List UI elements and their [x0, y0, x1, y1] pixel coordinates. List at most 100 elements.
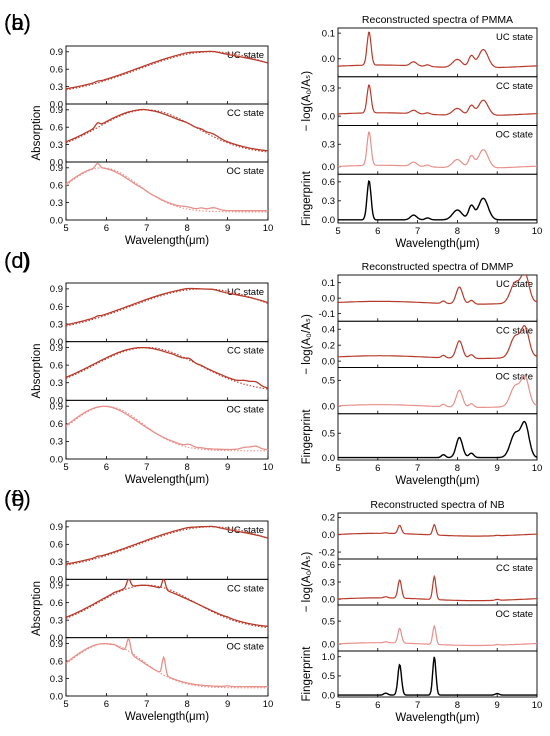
subplot-f-2: 0.0 0.5 OC state [322, 604, 538, 652]
state-label: OC state [496, 130, 534, 141]
y-tick-label: 0.9 [50, 580, 63, 591]
x-tick-label: 10 [263, 699, 274, 710]
subplot-f-1: 0.0 0.3 0.6 CC state [322, 558, 538, 606]
y-tick-label: 1.0 [322, 652, 335, 663]
panel-e: (e) 0.0 0.3 0.6 0.9 UC state 0.0 0.3 0.6 0.9 CC st… [4, 486, 273, 723]
reference-curve [66, 109, 268, 153]
x-tick-label: 6 [375, 700, 380, 711]
y-axis-label: − log(A₀/Aₛ) [301, 314, 313, 375]
x-tick-label: 7 [144, 699, 149, 710]
state-label: CC state [496, 325, 533, 336]
measured-curve [66, 108, 268, 152]
x-tick-label: 5 [335, 226, 340, 237]
y-tick-label: 0.0 [322, 690, 335, 701]
subplot-c-1: 0.0 0.3 0.6 0.9 CC state [50, 341, 269, 407]
subplot-f-0: -0.2 0.0 0.2 [319, 512, 538, 560]
panel-title: Reconstructed spectra of NB [370, 499, 504, 511]
fingerprint-curve [338, 180, 537, 221]
y-tick-label: 0.3 [50, 319, 63, 330]
y-tick-label: 0.1 [322, 278, 335, 289]
fingerprint-axis-label: Fingerprint [301, 646, 313, 702]
y-tick-label: 0.9 [50, 163, 63, 174]
panel-f: (f) Reconstructed spectra of NB -0.2 0.0 0.2… [4, 486, 542, 724]
y-tick-label: 0.6 [50, 360, 63, 371]
y-tick-label: 0.0 [50, 633, 63, 644]
x-tick-label: 5 [63, 699, 68, 710]
subplot-frame [65, 161, 269, 221]
reconstructed-curve [338, 325, 537, 360]
subplot-frame [337, 173, 538, 224]
y-tick-label: -0.1 [319, 309, 335, 320]
y-tick-label: 0.3 [50, 140, 63, 151]
x-tick-label: 9 [495, 226, 500, 237]
subplot-frame [337, 650, 538, 698]
y-axis-label: Absorption [31, 106, 43, 161]
y-tick-label: 0.5 [322, 429, 335, 440]
y-tick-label: 0.6 [50, 123, 63, 134]
state-label: OC state [227, 642, 265, 653]
fingerprint-axis-label: Fingerprint [301, 409, 313, 465]
y-tick-label: 0.0 [322, 401, 335, 412]
y-tick-label: 0.0 [50, 337, 63, 348]
y-tick-label: 0.6 [50, 65, 63, 76]
panel-title: Reconstructed spectra of PMMA [362, 14, 513, 26]
subplot-f-3: 0.0 0.5 1.0 [322, 650, 538, 701]
x-tick-label: 7 [144, 223, 149, 234]
y-tick-label: 0.3 [322, 83, 335, 94]
y-tick-label: 0.3 [50, 557, 63, 568]
subplot-frame [65, 637, 269, 697]
subplot-a-1: 0.0 0.3 0.6 0.9 CC state [50, 103, 269, 168]
y-tick-label: 0.0 [50, 157, 63, 168]
y-axis-label: − log(A₀/Aₛ) [301, 552, 313, 613]
x-axis-label: Wavelength(μm) [125, 711, 209, 723]
x-tick-label: 10 [263, 462, 274, 473]
y-tick-label: 0.0 [322, 595, 335, 606]
y-tick-label: 0.5 [322, 671, 335, 682]
y-tick-label: 0.0 [322, 54, 335, 65]
x-tick-label: 8 [455, 463, 460, 474]
panel-label: (a) [4, 10, 31, 35]
x-tick-label: 10 [532, 226, 543, 237]
y-tick-label: 0.3 [50, 82, 63, 93]
panel-label: (b) [4, 10, 31, 35]
state-label: UC state [227, 287, 264, 298]
y-tick-label: 0.6 [50, 598, 63, 609]
y-tick-label: 0.3 [50, 198, 63, 209]
panel-c: (c) 0.0 0.3 0.6 0.9 UC state 0.0 0.3 0.6 0.9 CC st… [4, 248, 273, 486]
panel-label: (f) [4, 486, 25, 511]
state-label: CC state [227, 583, 264, 594]
y-tick-label: 0.5 [322, 616, 335, 627]
y-tick-label: 0.0 [322, 639, 335, 650]
reference-curve [66, 642, 268, 689]
reference-curve [66, 346, 268, 390]
subplot-d-2: 0.0 0.5 OC state [322, 367, 538, 415]
y-tick-label: 0.9 [50, 105, 63, 116]
y-tick-label: 0.5 [322, 376, 335, 387]
y-tick-label: 0.6 [50, 302, 63, 313]
x-tick-label: 9 [225, 699, 230, 710]
panel-label: (d) [4, 248, 31, 273]
y-tick-label: 0.9 [50, 402, 63, 413]
y-tick-label: 0.0 [50, 575, 63, 586]
measured-curve [66, 579, 268, 628]
reconstructed-curve [338, 275, 537, 305]
y-tick-label: 0.3 [322, 577, 335, 588]
y-tick-label: 0.0 [322, 111, 335, 122]
x-tick-label: 10 [263, 223, 274, 234]
subplot-e-1: 0.0 0.3 0.6 0.9 CC state [50, 578, 269, 644]
x-axis-label: Wavelength(μm) [125, 235, 209, 247]
y-tick-label: 0.6 [322, 177, 335, 188]
subplot-c-2: 0.0 0.3 0.6 0.9 OC state [50, 399, 269, 465]
x-tick-label: 10 [532, 700, 543, 711]
measured-curve [66, 346, 268, 389]
y-tick-label: 0.0 [50, 99, 63, 110]
state-label: UC state [496, 32, 533, 43]
x-tick-label: 7 [415, 700, 420, 711]
y-tick-label: 0.4 [322, 325, 335, 336]
x-tick-label: 7 [144, 462, 149, 473]
y-tick-label: 0.0 [322, 162, 335, 173]
subplot-e-2: 0.0 0.3 0.6 0.9 OC state [50, 637, 269, 702]
y-tick-label: 0.6 [50, 540, 63, 551]
x-tick-label: 6 [104, 462, 109, 473]
reconstructed-curve [338, 31, 537, 69]
